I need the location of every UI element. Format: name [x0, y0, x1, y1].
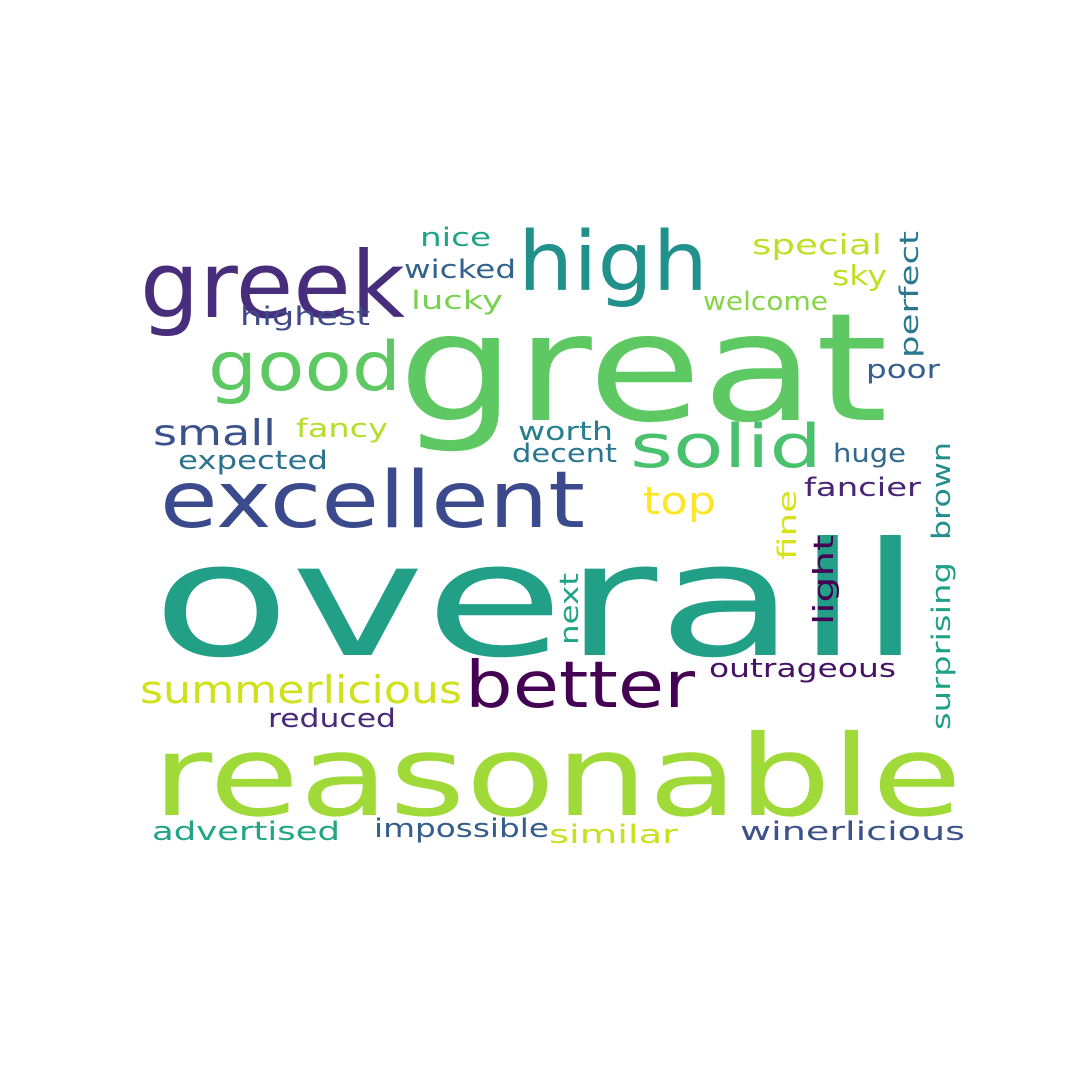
- word-light: light: [807, 535, 840, 625]
- word-welcome: welcome: [703, 287, 828, 317]
- word-good: good: [208, 328, 401, 407]
- word-poor: poor: [866, 355, 940, 385]
- word-decent: decent: [512, 439, 617, 469]
- word-fancier: fancier: [804, 473, 921, 503]
- word-perfect: perfect: [895, 231, 925, 358]
- word-fancy: fancy: [296, 414, 388, 444]
- word-lucky: lucky: [411, 286, 503, 316]
- word-impossible: impossible: [374, 814, 549, 844]
- word-reduced: reduced: [268, 704, 396, 734]
- word-similar: similar: [549, 820, 678, 850]
- word-worth: worth: [518, 417, 613, 447]
- word-solid: solid: [630, 412, 822, 482]
- word-small: small: [153, 413, 276, 454]
- word-summerlicious: summerlicious: [140, 668, 462, 712]
- word-sky: sky: [832, 259, 887, 292]
- word-huge: huge: [833, 439, 906, 469]
- word-reasonable: reasonable: [152, 712, 962, 842]
- word-better: better: [465, 649, 696, 723]
- word-brown: brown: [927, 442, 957, 540]
- word-outrageous: outrageous: [709, 654, 896, 684]
- word-overall: overall: [152, 509, 922, 693]
- word-top: top: [643, 479, 716, 523]
- word-fine: fine: [773, 490, 803, 560]
- word-high: high: [518, 215, 708, 310]
- word-next: next: [555, 573, 585, 645]
- word-great: great: [398, 282, 888, 456]
- word-special: special: [752, 228, 882, 261]
- word-wicked: wicked: [404, 255, 516, 285]
- word-expected: expected: [178, 446, 328, 476]
- word-surprising: surprising: [927, 562, 957, 730]
- word-nice: nice: [420, 223, 491, 253]
- word-highest: highest: [240, 302, 370, 332]
- word-greek: greek: [140, 232, 406, 339]
- word-advertised: advertised: [152, 817, 340, 847]
- word-excellent: excellent: [160, 456, 585, 546]
- word-winerlicious: winerlicious: [740, 817, 965, 847]
